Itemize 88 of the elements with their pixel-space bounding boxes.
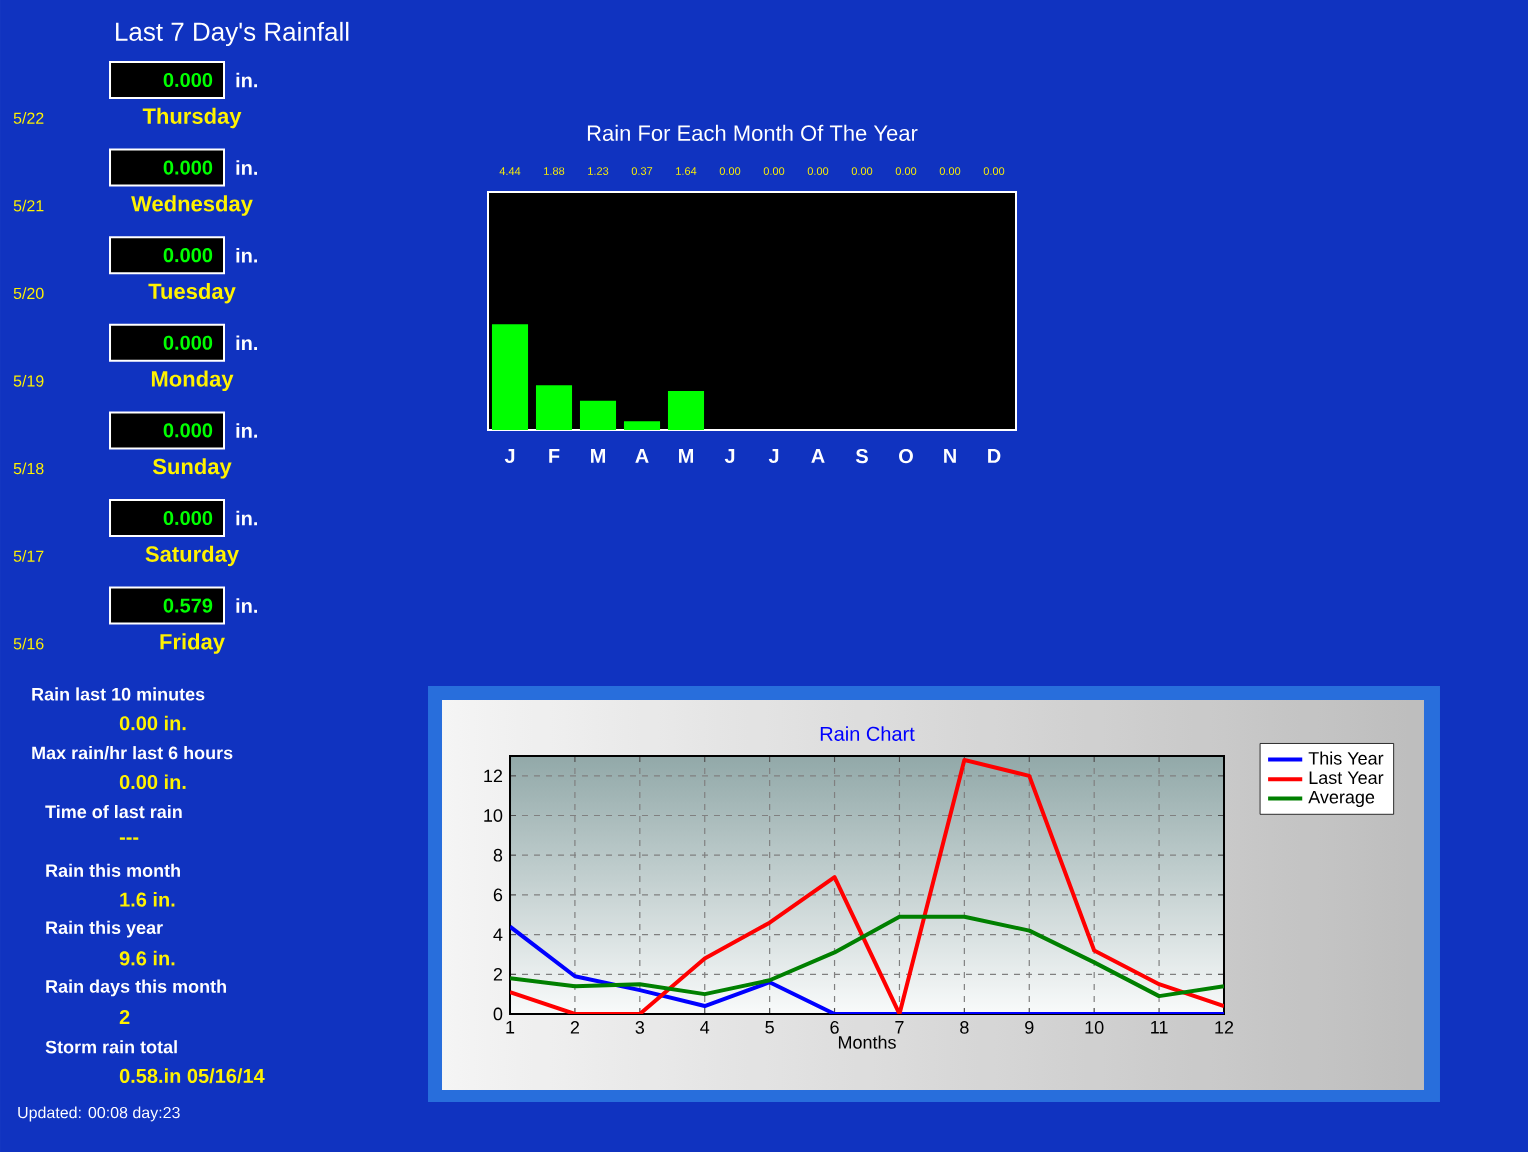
x-tick-label: 1 [506, 1021, 515, 1034]
text: Rain last 10 minutes [32, 687, 205, 701]
x-tick-label: S [855, 449, 868, 464]
text: 0.579 [163, 598, 213, 613]
legend-label: Last Year [1309, 771, 1384, 785]
text: 0.000 [163, 423, 213, 438]
x-tick-label: 7 [895, 1021, 904, 1034]
x-tick-label: A [635, 449, 649, 463]
x-tick-label: F [549, 449, 560, 463]
text: 0.000 [163, 335, 213, 350]
text: Thursday [142, 107, 242, 129]
y-tick-label: 4 [493, 928, 503, 941]
text: Friday [160, 633, 225, 654]
x-tick-label: O [899, 449, 913, 464]
text: Max rain/hr last 6 hours [32, 746, 233, 760]
text: 0.000 [163, 248, 213, 263]
bar [535, 385, 573, 430]
y-tick-label: 8 [493, 848, 503, 862]
text: in. [236, 160, 258, 175]
x-tick-label: N [944, 449, 956, 463]
text: in. [236, 423, 258, 438]
chart-title: Rain For Each Month Of The Year [587, 124, 918, 141]
x-tick-label: 11 [1151, 1021, 1168, 1034]
bar [667, 390, 705, 430]
text: 0.00 in. [119, 774, 186, 790]
text: 5/20 [13, 287, 44, 300]
text: 0.000 [163, 160, 213, 175]
x-tick-label: M [591, 449, 606, 463]
x-axis-title: Months [838, 1035, 896, 1049]
y-tick-label: 6 [493, 888, 503, 902]
x-tick-label: J [504, 449, 515, 463]
y-tick-label: 12 [484, 769, 503, 783]
x-tick-label: 12 [1215, 1021, 1234, 1034]
x-tick-label: 10 [1085, 1021, 1104, 1034]
line-series [510, 914, 1224, 999]
x-tick-label: J [724, 449, 735, 463]
x-tick-label: A [811, 449, 825, 463]
text: 5/16 [13, 637, 44, 650]
text: 5/21 [13, 199, 44, 212]
bar [623, 421, 661, 430]
text: 2 [119, 1010, 130, 1024]
text: --- [119, 837, 139, 840]
text: Rain this year [46, 920, 163, 938]
x-tick-label: 9 [1025, 1021, 1034, 1034]
text: 0.000 [163, 510, 213, 526]
x-tick-label: 6 [830, 1021, 839, 1034]
text: 5/19 [13, 374, 44, 387]
text: Storm rain total [45, 1040, 177, 1054]
line-series [510, 757, 1224, 1014]
y-tick-label: 2 [493, 967, 503, 981]
text: 0.00 in. [119, 715, 186, 731]
bar [579, 400, 617, 430]
text: Rain days this month [46, 979, 226, 997]
text: in. [236, 598, 258, 613]
text: Saturday [145, 545, 239, 567]
x-tick-label: 3 [635, 1021, 645, 1034]
y-tick-label: 0 [493, 1007, 503, 1021]
x-tick-label: 5 [765, 1021, 774, 1034]
text: in. [236, 247, 258, 263]
text: 5/17 [13, 550, 44, 562]
text: Tuesday [148, 282, 236, 304]
text: 0.000 [163, 72, 213, 88]
text: in. [236, 335, 258, 351]
chart-title: Rain Chart [820, 726, 915, 741]
text: 0.58.in 05/16/14 [119, 1068, 265, 1084]
text: 5/18 [13, 462, 44, 475]
x-tick-label: M [679, 449, 694, 463]
bar [491, 324, 529, 430]
text: 5/22 [13, 112, 44, 124]
y-tick-label: 10 [484, 809, 503, 822]
x-tick-label: J [768, 449, 779, 463]
x-tick-label: D [988, 449, 1001, 463]
text: Time of last rain [45, 804, 182, 819]
text: Rain this month [46, 863, 180, 877]
text: Updated: 00:08 day:23 [18, 1106, 180, 1122]
text: in. [236, 510, 258, 526]
text: Wednesday [131, 195, 253, 216]
legend-label: Average [1308, 790, 1375, 808]
text: 1.6 in. [120, 892, 175, 907]
text: Last 7 Day's Rainfall [116, 21, 349, 47]
x-tick-label: 2 [570, 1021, 580, 1034]
text: Sunday [152, 458, 232, 479]
x-tick-label: 4 [700, 1021, 710, 1034]
x-tick-label: 8 [960, 1021, 969, 1034]
legend-label: This Year [1308, 751, 1384, 765]
text: 9.6 in. [119, 950, 175, 966]
text: in. [236, 72, 258, 88]
text: Monday [151, 370, 234, 392]
